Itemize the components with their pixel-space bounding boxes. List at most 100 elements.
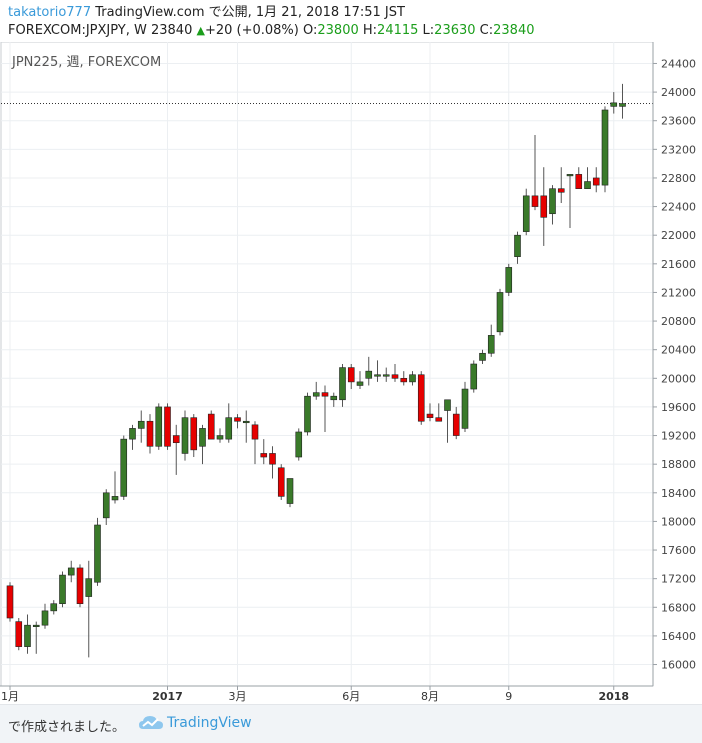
candle (339, 364, 346, 407)
candle-body (181, 417, 189, 454)
candle (295, 428, 303, 461)
candle-body (6, 585, 14, 619)
candle (164, 403, 171, 450)
candle-body (24, 624, 31, 647)
y-tick-label: 24000 (661, 86, 696, 99)
candle-body (496, 292, 504, 333)
candle-body (190, 417, 198, 451)
candle-body (417, 374, 425, 422)
candle-body (330, 395, 338, 401)
candle-body (216, 435, 224, 440)
y-tick-label: 19200 (661, 430, 696, 443)
open-value: 23800 (317, 23, 359, 38)
candle (76, 564, 84, 608)
candle (400, 371, 408, 386)
candle (487, 324, 495, 357)
low-label: L: (422, 23, 435, 38)
y-tick-label: 20800 (661, 315, 696, 328)
candle (417, 371, 425, 425)
x-tick-label: 2018 (598, 690, 629, 703)
candle-body (32, 624, 40, 627)
candle (41, 603, 49, 629)
candle (32, 621, 40, 654)
candle (557, 167, 565, 203)
candle (67, 560, 75, 583)
candle (111, 471, 119, 504)
candle-body (452, 413, 460, 436)
candle-body (557, 188, 565, 193)
candles (6, 83, 626, 658)
candle-body (487, 335, 495, 354)
grid-lines (0, 41, 654, 687)
candle (190, 414, 198, 458)
candle (575, 167, 583, 189)
candle (181, 410, 189, 461)
chart-title: JPN225, 週, FOREXCOM (11, 55, 161, 70)
close-value: 23840 (493, 23, 535, 38)
close-label: C: (479, 23, 494, 38)
y-tick-label: 20400 (661, 344, 696, 357)
y-tick-label: 22400 (661, 201, 696, 214)
candle (129, 424, 136, 450)
candle-body (277, 467, 285, 497)
candle-body (304, 395, 311, 433)
candle (59, 571, 66, 608)
candle-body (129, 428, 136, 440)
candle-body (374, 374, 381, 377)
candle (426, 403, 434, 422)
candle (94, 517, 101, 586)
candle (207, 410, 215, 440)
footer: で作成されました。 TradingView (0, 704, 702, 743)
high-value: 24115 (377, 23, 419, 38)
tradingview-cloud-icon[interactable] (138, 714, 164, 732)
candle-body (592, 177, 600, 186)
candle (137, 410, 145, 443)
candle-body (514, 234, 521, 257)
candle (619, 83, 626, 119)
candle (452, 406, 460, 440)
candle (321, 385, 329, 432)
candle (444, 399, 451, 443)
candle (347, 364, 355, 390)
x-tick-label: 1月 (1, 690, 19, 703)
x-tick-label: 9 (505, 690, 512, 703)
y-tick-label: 16000 (661, 659, 696, 672)
candle-body (347, 367, 355, 383)
candle (251, 421, 259, 465)
x-tick-label: 6月 (342, 690, 360, 703)
candle (409, 371, 416, 386)
candle (102, 489, 110, 525)
y-tick-label: 21200 (661, 286, 696, 299)
tradingview-brand-link[interactable]: TradingView (167, 715, 252, 731)
candlestick-chart[interactable]: 16000 16400 16800 17200 17600 18000 18400 18800… (0, 41, 702, 704)
candle (479, 349, 486, 364)
candle-body (339, 367, 346, 401)
candle (566, 174, 574, 229)
y-tick-label: 18000 (661, 515, 696, 528)
candle (514, 231, 521, 264)
candle (330, 392, 338, 407)
candle-body (269, 453, 276, 465)
candle (50, 600, 58, 615)
candle (155, 403, 163, 450)
candle-body (522, 195, 530, 232)
chart-header: takatorio777 TradingView.com で公開, 1月 21,… (0, 0, 702, 42)
candle-body (15, 621, 23, 647)
candle-body (321, 392, 329, 397)
candle (505, 263, 513, 297)
candle-body (120, 438, 128, 497)
author-link[interactable]: takatorio777 (8, 5, 92, 20)
y-tick-label: 17600 (661, 544, 696, 557)
candle-body (479, 352, 486, 361)
publish-line: takatorio777 TradingView.com で公開, 1月 21,… (8, 5, 405, 21)
candle-body (365, 370, 373, 379)
candle-body (260, 453, 268, 458)
candle (522, 188, 530, 236)
candle-body (295, 431, 303, 458)
candle-body (619, 103, 626, 107)
candle-body (566, 174, 574, 177)
symbol-line: FOREXCOM:JPXJPY, W 23840 ▲+20 (+0.08%) O… (8, 23, 535, 39)
candle-body (610, 102, 618, 107)
chart-area[interactable]: 16000 16400 16800 17200 17600 18000 18400 18800… (0, 41, 702, 704)
open-label: O: (303, 23, 318, 38)
